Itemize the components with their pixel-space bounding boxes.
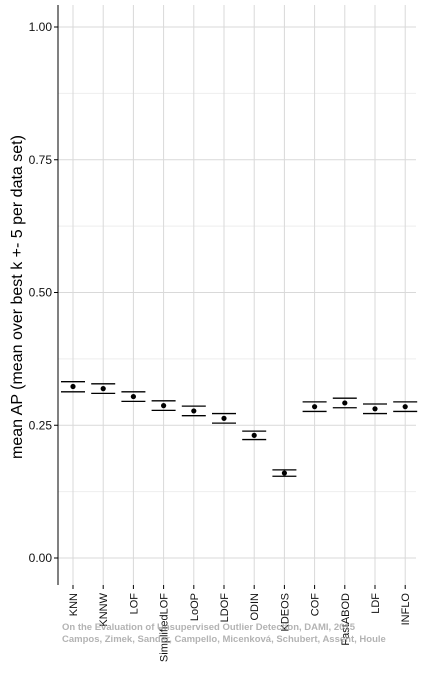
x-tick-label: LDOF (219, 593, 231, 623)
x-tick-label: FastABOD (340, 593, 352, 646)
data-point (251, 432, 257, 438)
data-point (402, 404, 408, 410)
y-tick-label: 0.75 (29, 153, 53, 167)
x-tick-label: KNNW (98, 592, 110, 626)
x-tick-label: LoOP (189, 593, 201, 621)
data-point (342, 400, 348, 406)
x-tick-label: KDEOS (279, 593, 291, 632)
y-tick-label: 0.25 (29, 418, 53, 432)
x-tick-label: ODIN (249, 593, 261, 621)
data-point-group (181, 405, 206, 417)
x-tick-label: LDF (370, 593, 382, 614)
data-point (70, 383, 76, 390)
data-point-group (91, 383, 116, 395)
data-point (191, 408, 197, 414)
data-point-group (212, 412, 236, 424)
x-tick-label: LOF (128, 593, 140, 615)
x-tick-label: SimplifiedLOF (159, 593, 171, 662)
data-point-group (272, 469, 297, 477)
data-point-group (363, 403, 387, 415)
data-point (130, 393, 136, 400)
watermark-line-2: Campos, Zimek, Sander, Campello, Micenko… (62, 634, 386, 645)
data-point-group (61, 381, 85, 393)
data-point-group (393, 401, 418, 413)
watermark: On the Evaluation of Unsupervised Outlie… (62, 622, 386, 645)
y-tick-label: 0.50 (29, 286, 53, 300)
data-point-group (242, 430, 267, 441)
x-axis: KNN KNNW LOF SimplifiedLOF LoOP LDOF ODIN KDEOS… (68, 585, 412, 662)
data-point (372, 406, 378, 412)
data-marks (61, 381, 418, 477)
y-tick-label: 1.00 (29, 20, 53, 34)
data-point-group (332, 397, 357, 409)
grid-lines (58, 5, 416, 585)
data-point (221, 415, 227, 421)
data-point (100, 386, 106, 392)
x-tick-label: KNN (68, 593, 80, 616)
data-point (161, 403, 167, 409)
data-point (312, 404, 318, 410)
y-axis-label: mean AP (mean over best k +- 5 per data … (9, 135, 26, 459)
x-tick-label: COF (310, 593, 322, 617)
data-point-group (302, 401, 327, 413)
x-tick-label: INFLO (400, 593, 412, 626)
data-point (281, 470, 287, 476)
watermark-line-1: On the Evaluation of Unsupervised Outlie… (62, 622, 356, 633)
y-tick-label: 0.00 (29, 551, 53, 565)
data-point-group (151, 400, 176, 412)
data-point-group (121, 391, 146, 403)
y-axis: 0.00 0.25 0.50 0.75 1.00 (29, 5, 59, 585)
